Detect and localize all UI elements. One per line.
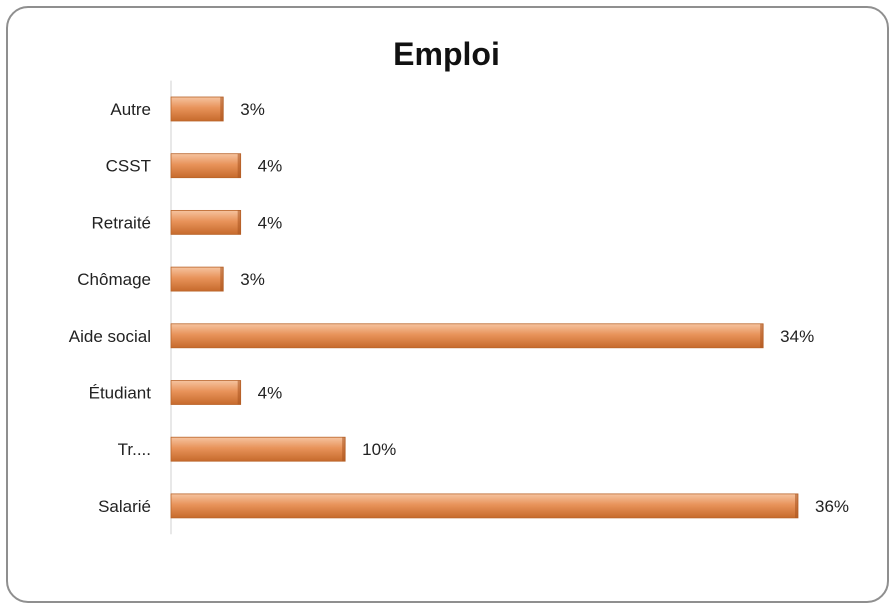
category-label-2: Retraité <box>91 213 151 232</box>
category-label-4: Aide social <box>69 327 151 346</box>
bar-0 <box>170 96 224 122</box>
category-label-0: Autre <box>110 100 151 119</box>
bar-5 <box>170 380 242 405</box>
chart-title: Emploi <box>393 36 500 72</box>
value-label-4: 34% <box>780 327 814 346</box>
category-label-5: Étudiant <box>89 384 152 403</box>
value-label-5: 4% <box>258 384 283 403</box>
category-label-7: Salarié <box>98 497 151 516</box>
value-label-2: 4% <box>258 213 283 232</box>
value-label-1: 4% <box>258 157 283 176</box>
category-label-1: CSST <box>106 157 151 176</box>
value-label-6: 10% <box>362 440 396 459</box>
bar-7 <box>170 493 799 519</box>
bar-end-shade-3 <box>220 267 224 292</box>
category-label-6: Tr.... <box>118 440 151 459</box>
value-label-7: 36% <box>815 497 849 516</box>
value-label-3: 3% <box>240 270 265 289</box>
bar-end-shade-5 <box>237 380 241 405</box>
value-label-0: 3% <box>240 100 265 119</box>
bar-6 <box>170 436 346 462</box>
bar-2 <box>170 209 242 235</box>
bar-end-shade-4 <box>760 323 764 348</box>
bar-end-shade-2 <box>237 210 241 235</box>
bar-4 <box>170 323 764 349</box>
bar-end-shade-1 <box>237 153 241 178</box>
bar-3 <box>170 266 224 292</box>
bar-end-shade-0 <box>220 97 224 121</box>
bar-end-shade-6 <box>342 437 346 462</box>
bar-1 <box>170 153 242 179</box>
bar-end-shade-7 <box>795 493 798 518</box>
category-label-3: Chômage <box>77 270 151 289</box>
